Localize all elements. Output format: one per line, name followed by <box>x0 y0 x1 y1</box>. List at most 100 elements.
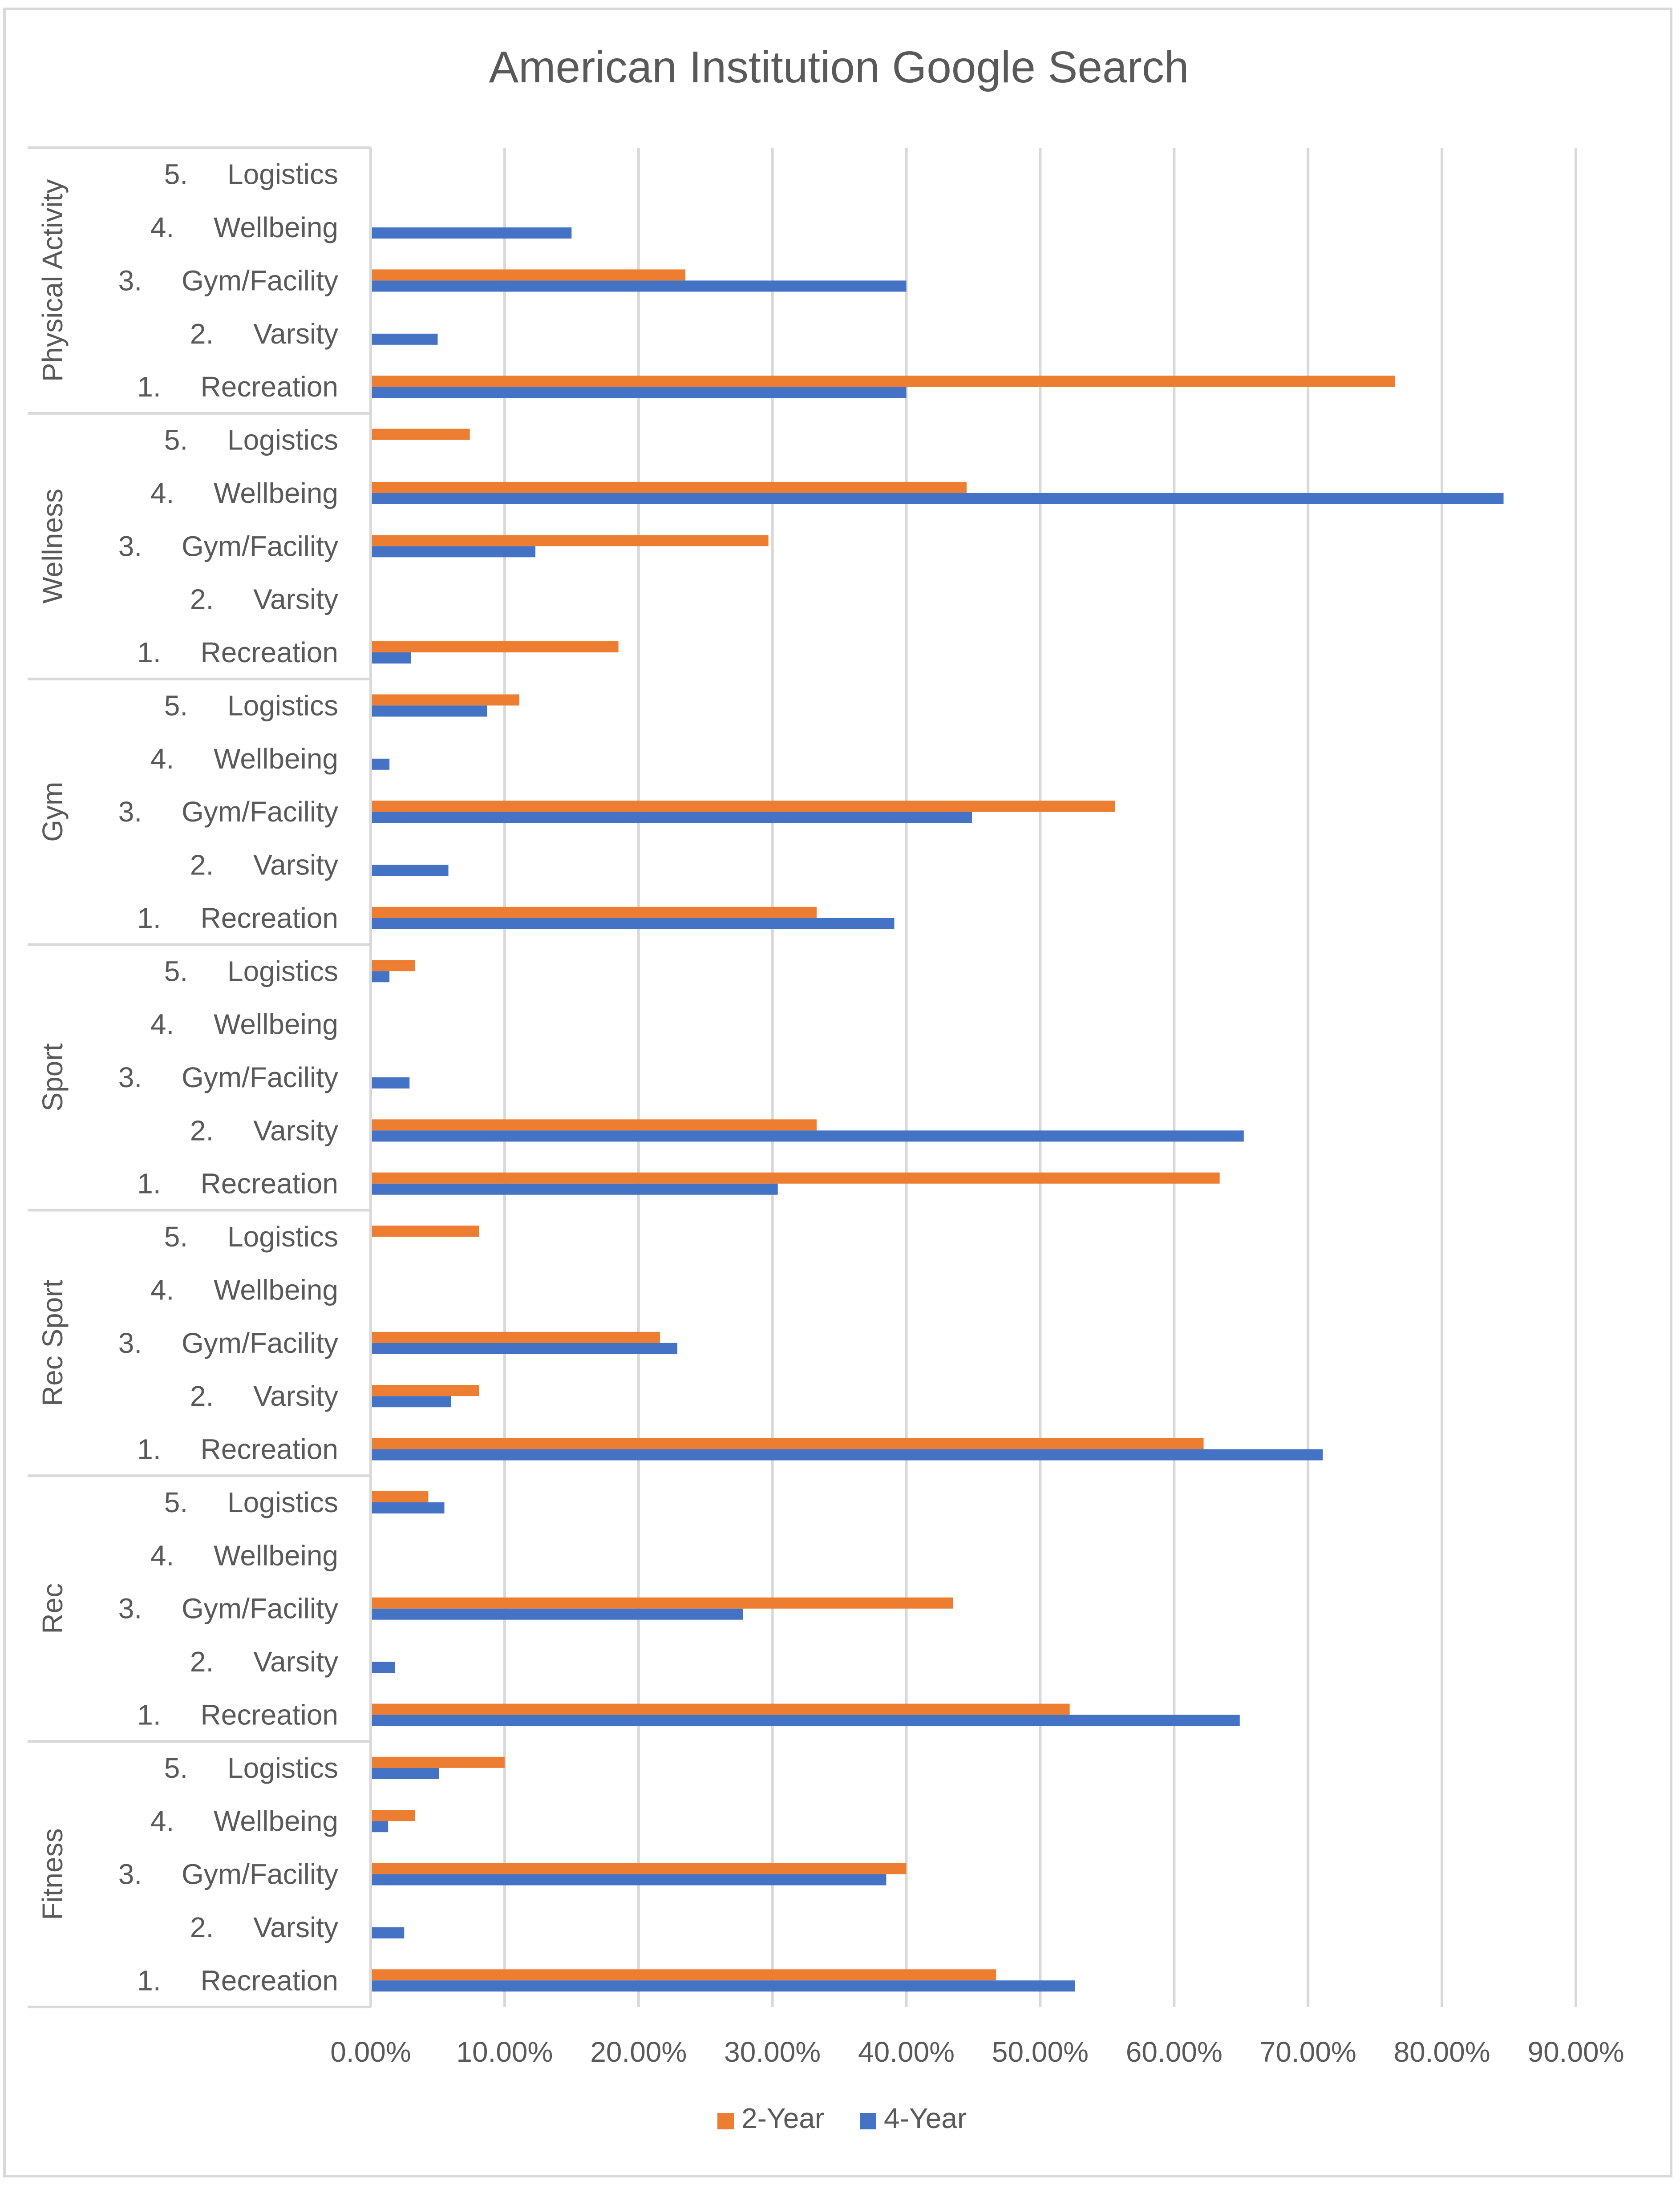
category-label: 2. Varsity <box>190 1646 338 1678</box>
chart-title: American Institution Google Search <box>489 42 1189 92</box>
bar-2-year <box>371 376 1395 387</box>
bar-4-year <box>371 1768 439 1779</box>
category-label: 2. Varsity <box>190 583 338 615</box>
bars <box>371 227 1504 1992</box>
bar-2-year <box>371 1438 1204 1449</box>
x-tick-label: 30.00% <box>724 2036 821 2068</box>
category-label: 5. Logistics <box>164 1752 338 1784</box>
legend-swatch-4-year <box>860 2113 876 2129</box>
legend: 2-Year 4-Year <box>717 2102 967 2134</box>
bar-2-year <box>371 694 519 706</box>
category-label: 3. Gym/Facility <box>118 264 338 296</box>
category-label: 3. Gym/Facility <box>118 1061 338 1093</box>
bar-4-year <box>371 1396 451 1408</box>
bar-4-year <box>371 1927 405 1938</box>
bar-4-year <box>371 865 449 876</box>
bar-2-year <box>371 1119 817 1131</box>
bar-4-year <box>371 1821 389 1833</box>
x-tick-label: 80.00% <box>1394 2036 1490 2068</box>
bar-4-year <box>371 1449 1323 1461</box>
category-label: 5. Logistics <box>164 1486 338 1518</box>
bar-4-year <box>371 1130 1244 1142</box>
bar-4-year <box>371 918 895 929</box>
bar-2-year <box>371 1172 1220 1184</box>
legend-label-4-year: 4-Year <box>884 2102 967 2134</box>
category-label: 1. Recreation <box>137 1168 338 1200</box>
group-label: Rec Sport <box>36 1279 69 1406</box>
category-label: 2. Varsity <box>190 849 338 881</box>
bar-4-year <box>371 333 438 345</box>
bar-4-year <box>371 758 390 770</box>
group-label: Sport <box>36 1043 69 1111</box>
category-label: 1. Recreation <box>137 902 338 934</box>
category-label: 1. Recreation <box>137 1433 338 1465</box>
bar-2-year <box>371 1491 429 1502</box>
category-label: 4. Wellbeing <box>150 477 338 509</box>
category-axis: Physical Activity 1. Recreation 2. Varsity… <box>28 146 371 2008</box>
category-label: 1. Recreation <box>137 636 338 668</box>
bar-2-year <box>371 1331 660 1343</box>
bar-2-year <box>371 1703 1070 1715</box>
category-label: 4. Wellbeing <box>150 1539 338 1571</box>
chart-border <box>3 8 1672 2177</box>
bar-4-year <box>371 1980 1075 1992</box>
bar-4-year <box>371 1874 887 1886</box>
bar-2-year <box>371 535 769 546</box>
category-label: 5. Logistics <box>164 1221 338 1253</box>
category-label: 3. Gym/Facility <box>118 1858 338 1890</box>
legend-label-2-year: 2-Year <box>741 2102 824 2134</box>
bar-4-year <box>371 387 907 398</box>
bar-2-year <box>371 1810 415 1821</box>
bar-4-year <box>371 546 536 558</box>
bar-4-year <box>371 1502 445 1513</box>
x-tick-label: 10.00% <box>456 2036 553 2068</box>
bar-4-year <box>371 227 572 239</box>
bar-4-year <box>371 1608 743 1620</box>
category-label: 2. Varsity <box>190 1380 338 1412</box>
x-tick-label: 50.00% <box>992 2036 1089 2068</box>
bar-2-year <box>371 1226 479 1237</box>
bar-4-year <box>371 1715 1240 1726</box>
bar-4-year <box>371 652 411 664</box>
bar-2-year <box>371 1756 505 1768</box>
gridlines <box>503 148 1577 2007</box>
legend-swatch-2-year <box>717 2113 734 2129</box>
bar-2-year <box>371 1969 996 1981</box>
group-label: Gym <box>36 782 69 842</box>
bar-2-year <box>371 801 1115 812</box>
value-axis: 0.00% 10.00% 20.00% 30.00% 40.00% 50.00% 60.00… <box>330 148 1624 2068</box>
bar-2-year <box>371 429 470 440</box>
x-tick-label: 20.00% <box>590 2036 687 2068</box>
category-label: 4. Wellbeing <box>150 211 338 243</box>
category-label: 5. Logistics <box>164 424 338 456</box>
bar-4-year <box>371 493 1504 504</box>
bar-2-year <box>371 481 967 493</box>
bar-2-year <box>371 641 619 653</box>
category-label: 1. Recreation <box>137 1699 338 1731</box>
x-tick-label: 0.00% <box>330 2036 411 2068</box>
group-label: Physical Activity <box>36 179 69 382</box>
group-label: Rec <box>36 1583 69 1634</box>
bar-4-year <box>371 1183 778 1195</box>
category-label: 5. Logistics <box>164 158 338 190</box>
category-label: 2. Varsity <box>190 1114 338 1146</box>
category-label: 3. Gym/Facility <box>118 1593 338 1625</box>
category-label: 4. Wellbeing <box>150 1805 338 1837</box>
bar-4-year <box>371 1077 410 1088</box>
category-label: 5. Logistics <box>164 955 338 987</box>
category-label: 5. Logistics <box>164 689 338 721</box>
bar-4-year <box>371 971 390 983</box>
bar-2-year <box>371 1863 907 1874</box>
category-label: 3. Gym/Facility <box>118 796 338 828</box>
bar-4-year <box>371 1343 678 1354</box>
bar-2-year <box>371 1597 953 1609</box>
category-label: 1. Recreation <box>137 371 338 403</box>
group-label: Fitness <box>36 1828 69 1920</box>
bar-2-year <box>371 269 686 281</box>
bar-4-year <box>371 812 972 823</box>
category-label: 4. Wellbeing <box>150 1274 338 1306</box>
x-tick-label: 90.00% <box>1527 2036 1624 2068</box>
bar-4-year <box>371 705 487 717</box>
